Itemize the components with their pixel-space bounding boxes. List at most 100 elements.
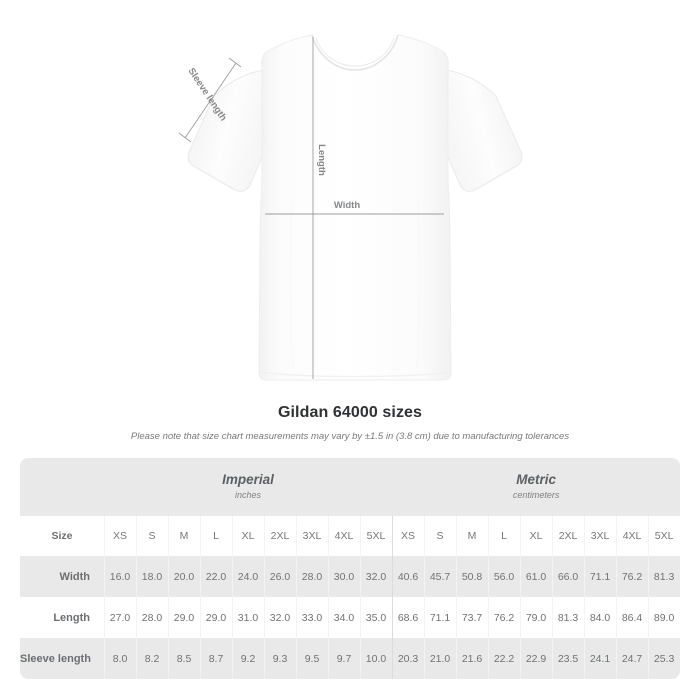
size-header-2xl-imperial: 2XL xyxy=(264,516,296,556)
unit-system-row: Imperial inches Metric centimeters xyxy=(20,458,681,516)
cell-length-xl-imperial: 31.0 xyxy=(232,597,264,638)
cell-sleeve-length-3xl-imperial: 9.5 xyxy=(296,638,328,679)
cell-length-2xl-imperial: 32.0 xyxy=(264,597,296,638)
unit-header-imperial: Imperial inches xyxy=(104,458,393,516)
cell-width-l-imperial: 22.0 xyxy=(200,556,232,597)
cell-sleeve-length-s-imperial: 8.2 xyxy=(136,638,168,679)
annotation-length: Length xyxy=(312,37,327,379)
size-header-l-metric: L xyxy=(488,516,521,556)
cell-length-xl-metric: 79.0 xyxy=(520,597,553,638)
sleeve-length-tick-bottom xyxy=(178,132,192,143)
cell-length-s-imperial: 28.0 xyxy=(136,597,168,638)
cell-sleeve-length-m-metric: 21.6 xyxy=(456,638,489,679)
cell-width-2xl-metric: 66.0 xyxy=(552,556,585,597)
cell-sleeve-length-5xl-metric: 25.3 xyxy=(648,638,681,679)
cell-width-m-imperial: 20.0 xyxy=(168,556,200,597)
unit-subtitle: inches xyxy=(235,489,262,500)
width-label: Width xyxy=(334,200,360,211)
size-header-s-imperial: S xyxy=(136,516,168,556)
size-header-3xl-metric: 3XL xyxy=(584,516,617,556)
page-title: Gildan 64000 sizes xyxy=(277,404,423,421)
cell-width-5xl-metric: 81.3 xyxy=(648,556,681,597)
cell-width-l-metric: 56.0 xyxy=(488,556,521,597)
cell-width-4xl-metric: 76.2 xyxy=(616,556,649,597)
length-label: Length xyxy=(316,144,327,176)
cell-length-3xl-imperial: 33.0 xyxy=(296,597,328,638)
cell-length-5xl-metric: 89.0 xyxy=(648,597,681,638)
table-row: Length 27.0 28.0 29.0 29.0 31.0 32.0 33.0 34.0 35… xyxy=(20,597,681,638)
size-header-s-metric: S xyxy=(424,516,457,556)
tshirt-illustration: Sleeve length Length Width xyxy=(178,34,523,381)
size-chart-table-wrapper: Imperial inches Metric centimeters Size XS S M L… xyxy=(20,458,681,679)
size-header-xs-metric: XS xyxy=(392,516,425,556)
size-header-5xl-metric: 5XL xyxy=(648,516,681,556)
cell-sleeve-length-xl-imperial: 9.2 xyxy=(232,638,264,679)
cell-width-3xl-metric: 71.1 xyxy=(584,556,617,597)
size-header-2xl-metric: 2XL xyxy=(552,516,585,556)
size-header-row: Size XS S M L XL 2XL 3XL 4XL 5XL XS S M L XL 2XL 3XL 4XL 5… xyxy=(20,516,681,556)
cell-width-s-imperial: 18.0 xyxy=(136,556,168,597)
cell-width-s-metric: 45.7 xyxy=(424,556,457,597)
measurement-tolerance-note: Please note that size chart measurements… xyxy=(130,431,570,442)
size-header-3xl-imperial: 3XL xyxy=(296,516,328,556)
cell-sleeve-length-l-imperial: 8.7 xyxy=(200,638,232,679)
cell-length-4xl-imperial: 34.0 xyxy=(328,597,360,638)
cell-length-s-metric: 71.1 xyxy=(424,597,457,638)
cell-length-l-imperial: 29.0 xyxy=(200,597,232,638)
cell-sleeve-length-s-metric: 21.0 xyxy=(424,638,457,679)
size-header-m-metric: M xyxy=(456,516,489,556)
unit-subtitle: centimeters xyxy=(512,489,560,500)
cell-length-4xl-metric: 86.4 xyxy=(616,597,649,638)
row-label-sleeve-length: Sleeve length xyxy=(20,638,104,679)
cell-length-m-metric: 73.7 xyxy=(456,597,489,638)
row-label-width: Width xyxy=(20,556,104,597)
cell-length-l-metric: 76.2 xyxy=(488,597,521,638)
unit-row-spacer xyxy=(20,458,104,516)
cell-sleeve-length-4xl-imperial: 9.7 xyxy=(328,638,360,679)
size-chart-table: Imperial inches Metric centimeters Size XS S M L… xyxy=(20,458,681,679)
size-header-m-imperial: M xyxy=(168,516,200,556)
unit-name: Imperial xyxy=(222,472,274,488)
size-header-l-imperial: L xyxy=(200,516,232,556)
cell-width-m-metric: 50.8 xyxy=(456,556,489,597)
cell-length-2xl-metric: 81.3 xyxy=(552,597,585,638)
size-header-xl-imperial: XL xyxy=(232,516,264,556)
table-row: Sleeve length 8.0 8.2 8.5 8.7 9.2 9.3 9.5 9.7 10.… xyxy=(20,638,681,679)
row-label-length: Length xyxy=(20,597,104,638)
cell-width-3xl-imperial: 28.0 xyxy=(296,556,328,597)
title-block: Gildan 64000 sizes Please note that size… xyxy=(0,404,700,442)
cell-sleeve-length-5xl-imperial: 10.0 xyxy=(360,638,393,679)
cell-length-3xl-metric: 84.0 xyxy=(584,597,617,638)
cell-sleeve-length-l-metric: 22.2 xyxy=(488,638,521,679)
size-header-xs-imperial: XS xyxy=(104,516,136,556)
size-header-4xl-metric: 4XL xyxy=(616,516,649,556)
sleeve-length-tick-top xyxy=(228,57,242,68)
size-header-5xl-imperial: 5XL xyxy=(360,516,393,556)
unit-name: Metric xyxy=(516,472,556,488)
sleeve-length-arrow xyxy=(184,62,237,139)
tshirt-garment xyxy=(187,34,523,381)
cell-sleeve-length-m-imperial: 8.5 xyxy=(168,638,200,679)
table-row: Width 16.0 18.0 20.0 22.0 24.0 26.0 28.0 30.0 32.… xyxy=(20,556,681,597)
cell-sleeve-length-xs-imperial: 8.0 xyxy=(104,638,136,679)
cell-length-xs-metric: 68.6 xyxy=(392,597,425,638)
cell-sleeve-length-xl-metric: 22.9 xyxy=(520,638,553,679)
size-header-xl-metric: XL xyxy=(520,516,553,556)
cell-sleeve-length-2xl-metric: 23.5 xyxy=(552,638,585,679)
cell-width-xl-metric: 61.0 xyxy=(520,556,553,597)
cell-sleeve-length-2xl-imperial: 9.3 xyxy=(264,638,296,679)
cell-sleeve-length-4xl-metric: 24.7 xyxy=(616,638,649,679)
cell-length-m-imperial: 29.0 xyxy=(168,597,200,638)
cell-width-xs-metric: 40.6 xyxy=(392,556,425,597)
cell-width-5xl-imperial: 32.0 xyxy=(360,556,393,597)
unit-header-metric: Metric centimeters xyxy=(392,458,681,516)
cell-sleeve-length-3xl-metric: 24.1 xyxy=(584,638,617,679)
cell-width-xl-imperial: 24.0 xyxy=(232,556,264,597)
cell-width-xs-imperial: 16.0 xyxy=(104,556,136,597)
size-header-4xl-imperial: 4XL xyxy=(328,516,360,556)
cell-sleeve-length-xs-metric: 20.3 xyxy=(392,638,425,679)
annotation-width: Width xyxy=(265,200,444,215)
size-column-header: Size xyxy=(20,516,104,556)
cell-width-2xl-imperial: 26.0 xyxy=(264,556,296,597)
cell-width-4xl-imperial: 30.0 xyxy=(328,556,360,597)
